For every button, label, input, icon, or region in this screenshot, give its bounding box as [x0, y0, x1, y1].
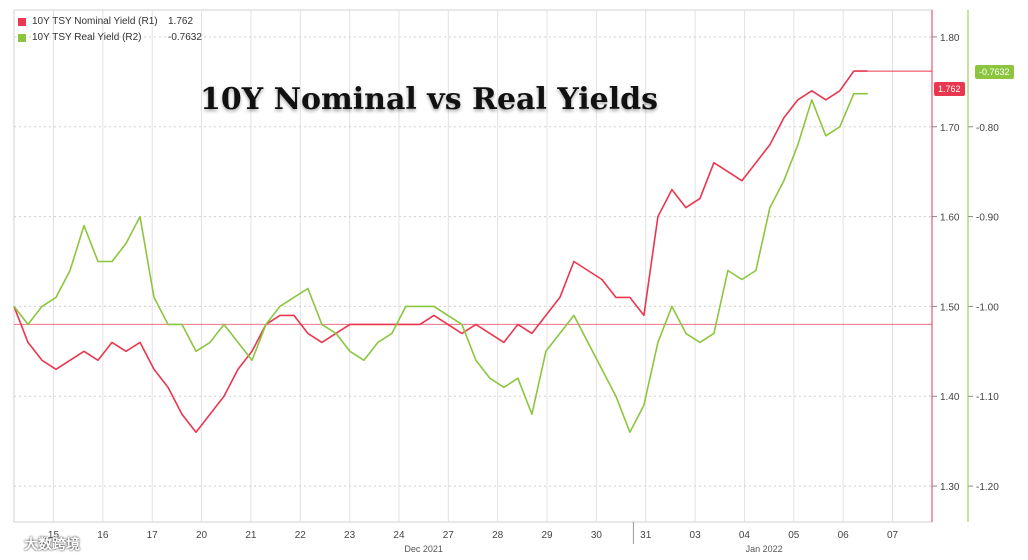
y2-tick-label: -1.10	[976, 392, 999, 403]
x-tick-label: 06	[838, 530, 850, 541]
legend-item-nominal[interactable]: 10Y TSY Nominal Yield (R1) 1.762	[18, 14, 202, 30]
x-tick-label: 27	[443, 530, 455, 541]
y2-tick-label: -1.00	[976, 302, 999, 313]
x-tick-label: 23	[344, 530, 356, 541]
legend-swatch-nominal	[18, 18, 26, 26]
legend-swatch-real	[18, 34, 26, 42]
legend-value-real: -0.7632	[168, 32, 202, 43]
x-tick-label: 20	[196, 530, 208, 541]
x-tick-label: 16	[97, 530, 109, 541]
y2-tick-label: -1.20	[976, 482, 999, 493]
y1-tick-label: 1.50	[940, 302, 960, 313]
y2-tick-label: -0.90	[976, 213, 999, 224]
legend-value-nominal: 1.762	[168, 16, 194, 27]
x-tick-label: 30	[591, 530, 603, 541]
x-tick-label: 24	[393, 530, 405, 541]
plot-area	[13, 9, 933, 523]
nominal-yield-line	[13, 70, 868, 434]
x-tick-label: 07	[887, 530, 899, 541]
real-value-tag: -0.7632	[975, 65, 1014, 79]
x-tick-label: 05	[788, 530, 800, 541]
chart-title: 10Y Nominal vs Real Yields	[200, 82, 658, 117]
x-tick-label: 29	[541, 530, 553, 541]
nominal-value-tag: 1.762	[934, 82, 965, 96]
y2-tick-label: -0.80	[976, 123, 999, 134]
x-tick-label: 17	[147, 530, 159, 541]
x-tick-label: 03	[690, 530, 702, 541]
x-tick-label: 22	[295, 530, 307, 541]
x-tick-label: 28	[492, 530, 504, 541]
real-yield-line	[13, 92, 868, 434]
x-tick-label: 21	[245, 530, 257, 541]
y1-tick-label: 1.80	[940, 33, 960, 44]
legend-label-nominal: 10Y TSY Nominal Yield (R1)	[32, 16, 158, 27]
legend: 10Y TSY Nominal Yield (R1) 1.762 10Y TSY…	[18, 14, 202, 46]
y1-tick-label: 1.40	[940, 392, 960, 403]
x-group-label: Dec 2021	[404, 544, 443, 554]
legend-item-real[interactable]: 10Y TSY Real Yield (R2) -0.7632	[18, 30, 202, 46]
y1-tick-label: 1.60	[940, 213, 960, 224]
y1-tick-label: 1.70	[940, 123, 960, 134]
y1-tick-label: 1.30	[940, 482, 960, 493]
x-group-label: Jan 2022	[746, 544, 783, 554]
watermark: 大数跨境	[24, 536, 80, 552]
x-tick-label: 15	[48, 530, 60, 541]
x-tick-label: 31	[640, 530, 652, 541]
legend-label-real: 10Y TSY Real Yield (R2)	[32, 32, 142, 43]
x-tick-label: 04	[739, 530, 751, 541]
